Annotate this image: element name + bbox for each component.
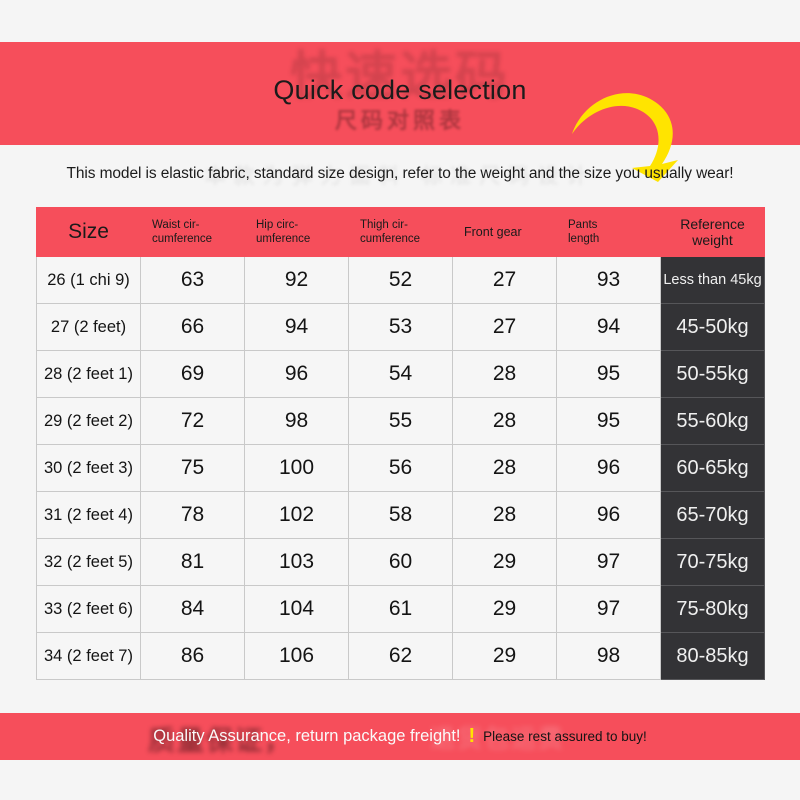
header-banner-inner: 快速选码 尺码对照表 Quick code selection xyxy=(0,42,800,145)
page-title: Quick code selection xyxy=(273,74,527,105)
cell-size: 27 (2 feet) xyxy=(36,303,141,351)
instruction-text-wrap: 本款为弹力面料 标准尺码设计 This model is elastic fab… xyxy=(0,165,800,188)
table-header: Size Waist cir- cumference Hip circ- umf… xyxy=(36,207,765,257)
cell-pants_length: 96 xyxy=(556,444,661,492)
table-body: 26 (1 chi 9) 63 92 52 27 93 Less than 45kg 27 (… xyxy=(36,256,765,680)
size-chart-table: Size Waist cir- cumference Hip circ- umf… xyxy=(36,207,765,680)
cell-reference_weight: 80-85kg xyxy=(660,632,765,680)
cell-hip: 102 xyxy=(244,491,349,539)
cell-reference_weight: 75-80kg xyxy=(660,585,765,633)
cell-front_gear: 29 xyxy=(452,632,557,680)
cell-waist: 78 xyxy=(140,491,245,539)
table-header-row: Size Waist cir- cumference Hip circ- umf… xyxy=(36,207,765,257)
footer-exclamation: ! xyxy=(468,725,476,747)
column-header-reference-weight: Reference weight xyxy=(660,207,765,257)
cell-thigh: 55 xyxy=(348,397,453,445)
cell-thigh: 58 xyxy=(348,491,453,539)
cell-pants_length: 95 xyxy=(556,397,661,445)
cell-pants_length: 94 xyxy=(556,303,661,351)
cell-thigh: 52 xyxy=(348,256,453,304)
column-header-hip: Hip circ- umference xyxy=(244,207,349,257)
header-watermark-line2: 尺码对照表 xyxy=(334,108,465,134)
footer-primary-text: Quality Assurance, return package freigh… xyxy=(153,727,461,745)
table-row: 30 (2 feet 3) 75 100 56 28 96 60-65kg xyxy=(36,444,765,492)
column-header-thigh: Thigh cir- cumference xyxy=(348,207,453,257)
cell-thigh: 61 xyxy=(348,585,453,633)
cell-size: 30 (2 feet 3) xyxy=(36,444,141,492)
footer-secondary-text: Please rest assured to buy! xyxy=(483,729,647,744)
cell-waist: 86 xyxy=(140,632,245,680)
cell-front_gear: 27 xyxy=(452,256,557,304)
cell-hip: 92 xyxy=(244,256,349,304)
cell-pants_length: 97 xyxy=(556,585,661,633)
header-banner: 快速选码 尺码对照表 Quick code selection xyxy=(0,42,800,145)
cell-waist: 72 xyxy=(140,397,245,445)
cell-thigh: 54 xyxy=(348,350,453,398)
column-header-waist: Waist cir- cumference xyxy=(140,207,245,257)
column-header-pants-length: Pants length xyxy=(556,207,661,257)
cell-hip: 106 xyxy=(244,632,349,680)
cell-thigh: 56 xyxy=(348,444,453,492)
instruction-watermark: 本款为弹力面料 标准尺码设计 xyxy=(204,165,596,188)
table-row: 34 (2 feet 7) 86 106 62 29 98 80-85kg xyxy=(36,632,765,680)
header-watermark-line1: 快速选码 xyxy=(289,46,510,107)
cell-hip: 103 xyxy=(244,538,349,586)
cell-pants_length: 95 xyxy=(556,350,661,398)
table-row: 32 (2 feet 5) 81 103 60 29 97 70-75kg xyxy=(36,538,765,586)
cell-size: 29 (2 feet 2) xyxy=(36,397,141,445)
title-stack: 快速选码 尺码对照表 Quick code selection xyxy=(250,49,550,139)
cell-size: 32 (2 feet 5) xyxy=(36,538,141,586)
cell-waist: 84 xyxy=(140,585,245,633)
cell-pants_length: 97 xyxy=(556,538,661,586)
table-row: 26 (1 chi 9) 63 92 52 27 93 Less than 45kg xyxy=(36,256,765,304)
cell-thigh: 53 xyxy=(348,303,453,351)
cell-pants_length: 93 xyxy=(556,256,661,304)
cell-waist: 66 xyxy=(140,303,245,351)
cell-pants_length: 98 xyxy=(556,632,661,680)
footer-watermark-right: 退货包运费 xyxy=(430,724,566,753)
table-row: 27 (2 feet) 66 94 53 27 94 45-50kg xyxy=(36,303,765,351)
cell-reference_weight: 70-75kg xyxy=(660,538,765,586)
footer-inner: Quality Assurance, return package freigh… xyxy=(0,713,800,760)
cell-waist: 81 xyxy=(140,538,245,586)
cell-hip: 104 xyxy=(244,585,349,633)
cell-size: 34 (2 feet 7) xyxy=(36,632,141,680)
footer-watermark-left: 质量保证， xyxy=(148,726,293,757)
cell-hip: 98 xyxy=(244,397,349,445)
cell-reference_weight: 45-50kg xyxy=(660,303,765,351)
cell-pants_length: 96 xyxy=(556,491,661,539)
cell-size: 26 (1 chi 9) xyxy=(36,256,141,304)
cell-hip: 96 xyxy=(244,350,349,398)
cell-hip: 100 xyxy=(244,444,349,492)
cell-waist: 75 xyxy=(140,444,245,492)
table-row: 33 (2 feet 6) 84 104 61 29 97 75-80kg xyxy=(36,585,765,633)
instruction-text: This model is elastic fabric, standard s… xyxy=(66,165,734,182)
column-header-front-gear: Front gear xyxy=(452,207,557,257)
cell-front_gear: 29 xyxy=(452,585,557,633)
cell-waist: 63 xyxy=(140,256,245,304)
cell-front_gear: 28 xyxy=(452,444,557,492)
cell-waist: 69 xyxy=(140,350,245,398)
cell-front_gear: 28 xyxy=(452,350,557,398)
cell-size: 33 (2 feet 6) xyxy=(36,585,141,633)
cell-reference_weight: 65-70kg xyxy=(660,491,765,539)
cell-hip: 94 xyxy=(244,303,349,351)
cell-reference_weight: 55-60kg xyxy=(660,397,765,445)
table-row: 29 (2 feet 2) 72 98 55 28 95 55-60kg xyxy=(36,397,765,445)
cell-size: 31 (2 feet 4) xyxy=(36,491,141,539)
table-row: 28 (2 feet 1) 69 96 54 28 95 50-55kg xyxy=(36,350,765,398)
cell-front_gear: 29 xyxy=(452,538,557,586)
cell-size: 28 (2 feet 1) xyxy=(36,350,141,398)
cell-reference_weight: 60-65kg xyxy=(660,444,765,492)
cell-reference_weight: Less than 45kg xyxy=(660,256,765,304)
cell-front_gear: 28 xyxy=(452,491,557,539)
cell-thigh: 62 xyxy=(348,632,453,680)
cell-thigh: 60 xyxy=(348,538,453,586)
column-header-size: Size xyxy=(36,207,141,257)
table-row: 31 (2 feet 4) 78 102 58 28 96 65-70kg xyxy=(36,491,765,539)
cell-front_gear: 27 xyxy=(452,303,557,351)
cell-front_gear: 28 xyxy=(452,397,557,445)
cell-reference_weight: 50-55kg xyxy=(660,350,765,398)
footer-banner: 质量保证， 退货包运费 Quality Assurance, return pa… xyxy=(0,713,800,760)
